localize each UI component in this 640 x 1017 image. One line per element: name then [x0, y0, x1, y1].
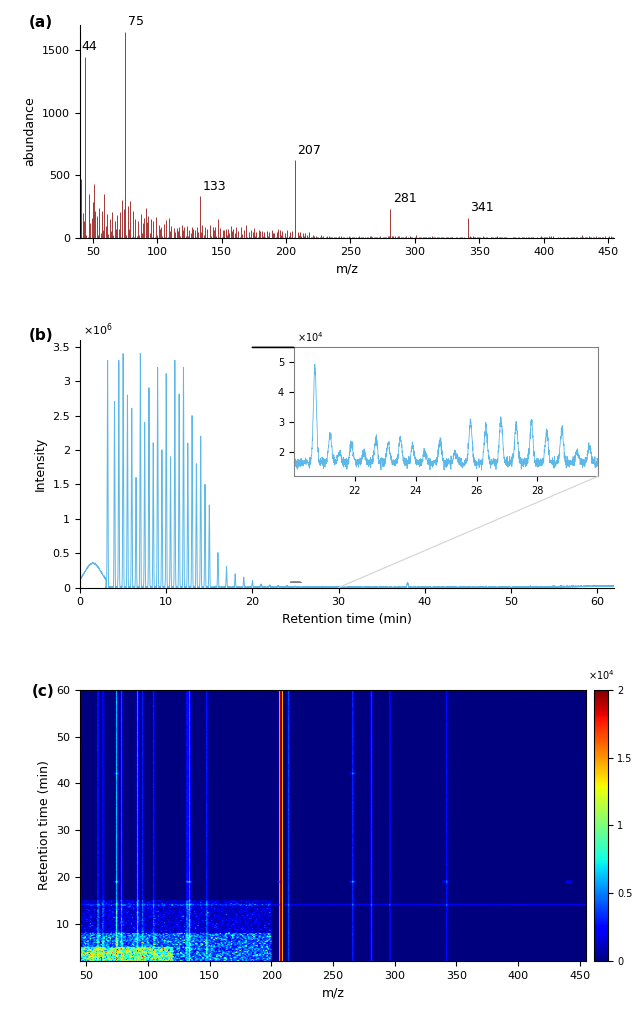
Text: (a): (a): [29, 15, 53, 29]
Text: (c): (c): [32, 684, 54, 700]
Y-axis label: abundance: abundance: [24, 97, 36, 167]
Text: $\times10^4$: $\times10^4$: [588, 668, 614, 681]
X-axis label: Retention time (min): Retention time (min): [282, 613, 412, 625]
Text: $\times10^6$: $\times10^6$: [83, 321, 113, 338]
X-axis label: m/z: m/z: [336, 263, 358, 276]
X-axis label: m/z: m/z: [322, 986, 344, 1000]
Y-axis label: Intensity: Intensity: [34, 436, 47, 491]
Text: 207: 207: [298, 143, 321, 157]
Text: 75: 75: [127, 15, 143, 27]
Text: 281: 281: [393, 192, 417, 205]
Text: 44: 44: [81, 40, 97, 53]
Text: 133: 133: [202, 180, 226, 192]
Y-axis label: Retention time (min): Retention time (min): [38, 761, 51, 891]
Text: 341: 341: [470, 201, 494, 214]
Text: (b): (b): [29, 327, 54, 343]
